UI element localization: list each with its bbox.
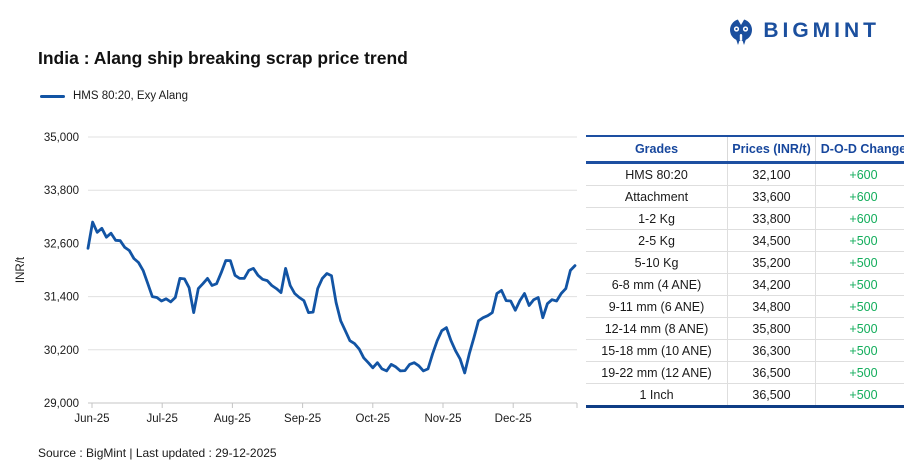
table-head: Grades Prices (INR/t) D-O-D Change <box>586 135 904 164</box>
change-cell: +500 <box>815 295 904 318</box>
price-cell: 34,200 <box>727 273 816 296</box>
grades-price-table: Grades Prices (INR/t) D-O-D Change HMS 80:… <box>586 135 904 408</box>
table-row: 19-22 mm (12 ANE) 36,500 +500 <box>586 361 904 384</box>
grade-cell: Attachment <box>586 185 728 208</box>
grade-cell: 6-8 mm (4 ANE) <box>586 273 728 296</box>
x-axis-tick-label: Sep-25 <box>284 413 321 425</box>
price-trend-line-chart: 35,000 33,800 32,600 31,400 30,200 29,000 Jun-… <box>15 132 578 425</box>
grade-cell: 15-18 mm (10 ANE) <box>586 339 728 362</box>
change-cell: +500 <box>815 229 904 252</box>
table-row: 1-2 Kg 33,800 +600 <box>586 207 904 230</box>
page-title: India : Alang ship breaking scrap price … <box>38 48 408 68</box>
change-cell: +600 <box>815 185 904 208</box>
table-row: 15-18 mm (10 ANE) 36,300 +500 <box>586 339 904 362</box>
table-row: HMS 80:20 32,100 +600 <box>586 162 904 186</box>
grade-cell: 12-14 mm (8 ANE) <box>586 317 728 340</box>
price-cell: 36,500 <box>727 383 816 408</box>
grade-cell: HMS 80:20 <box>586 162 728 186</box>
change-cell: +500 <box>815 273 904 296</box>
grade-cell: 5-10 Kg <box>586 251 728 274</box>
table-header-grades: Grades <box>586 135 728 164</box>
change-cell: +500 <box>815 383 904 408</box>
grade-cell: 2-5 Kg <box>586 229 728 252</box>
legend-label: HMS 80:20, Exy Alang <box>73 90 189 102</box>
y-axis-tick-label: 35,000 <box>44 132 79 144</box>
grade-cell: 1-2 Kg <box>586 207 728 230</box>
change-cell: +500 <box>815 339 904 362</box>
price-trend-line <box>86 220 577 375</box>
y-axis-tick-label: 31,400 <box>44 292 79 304</box>
y-axis-tick-label: 32,600 <box>44 238 79 250</box>
price-cell: 33,600 <box>727 185 816 208</box>
x-axis-tick-label: Jul-25 <box>147 413 178 425</box>
price-cell: 34,800 <box>727 295 816 318</box>
change-cell: +600 <box>815 207 904 230</box>
x-axis-tick-label: Nov-25 <box>424 413 461 425</box>
table-row: 1 Inch 36,500 +500 <box>586 383 904 408</box>
bigmint-logo-icon <box>730 18 753 45</box>
y-axis-tick-label: 33,800 <box>44 185 79 197</box>
table-header-d-o-d-change: D-O-D Change <box>815 135 904 164</box>
change-cell: +500 <box>815 317 904 340</box>
grade-cell: 1 Inch <box>586 383 728 408</box>
table-row: 12-14 mm (8 ANE) 35,800 +500 <box>586 317 904 340</box>
y-axis-tick-label: 29,000 <box>44 398 79 410</box>
price-cell: 32,100 <box>727 162 816 186</box>
change-cell: +500 <box>815 251 904 274</box>
bigmint-logo-text: BIGMINT <box>763 19 880 42</box>
bigmint-logo: BIGMINT <box>726 16 880 46</box>
y-axis-tick-label: 30,200 <box>44 345 79 357</box>
grade-cell: 19-22 mm (12 ANE) <box>586 361 728 384</box>
table-header-prices-inr-t-: Prices (INR/t) <box>727 135 816 164</box>
table-row: 5-10 Kg 35,200 +500 <box>586 251 904 274</box>
price-cell: 35,800 <box>727 317 816 340</box>
table-row: 6-8 mm (4 ANE) 34,200 +500 <box>586 273 904 296</box>
price-cell: 36,300 <box>727 339 816 362</box>
price-cell: 33,800 <box>727 207 816 230</box>
price-cell: 35,200 <box>727 251 816 274</box>
table-row: Attachment 33,600 +600 <box>586 185 904 208</box>
chart-legend: HMS 80:20, Exy Alang <box>40 90 188 102</box>
x-axis-tick-label: Jun-25 <box>74 413 109 425</box>
legend-line-swatch <box>40 94 65 98</box>
change-cell: +500 <box>815 361 904 384</box>
x-axis-tick-label: Dec-25 <box>495 413 532 425</box>
y-axis-title: INR/t <box>15 256 27 283</box>
grade-cell: 9-11 mm (6 ANE) <box>586 295 728 318</box>
change-cell: +600 <box>815 162 904 186</box>
x-axis-tick-label: Oct-25 <box>356 413 391 425</box>
source-footer: Source : BigMint | Last updated : 29-12-… <box>38 446 277 460</box>
x-axis-tick-label: Aug-25 <box>214 413 251 425</box>
table-row: 2-5 Kg 34,500 +500 <box>586 229 904 252</box>
table-row: 9-11 mm (6 ANE) 34,800 +500 <box>586 295 904 318</box>
price-cell: 34,500 <box>727 229 816 252</box>
price-cell: 36,500 <box>727 361 816 384</box>
